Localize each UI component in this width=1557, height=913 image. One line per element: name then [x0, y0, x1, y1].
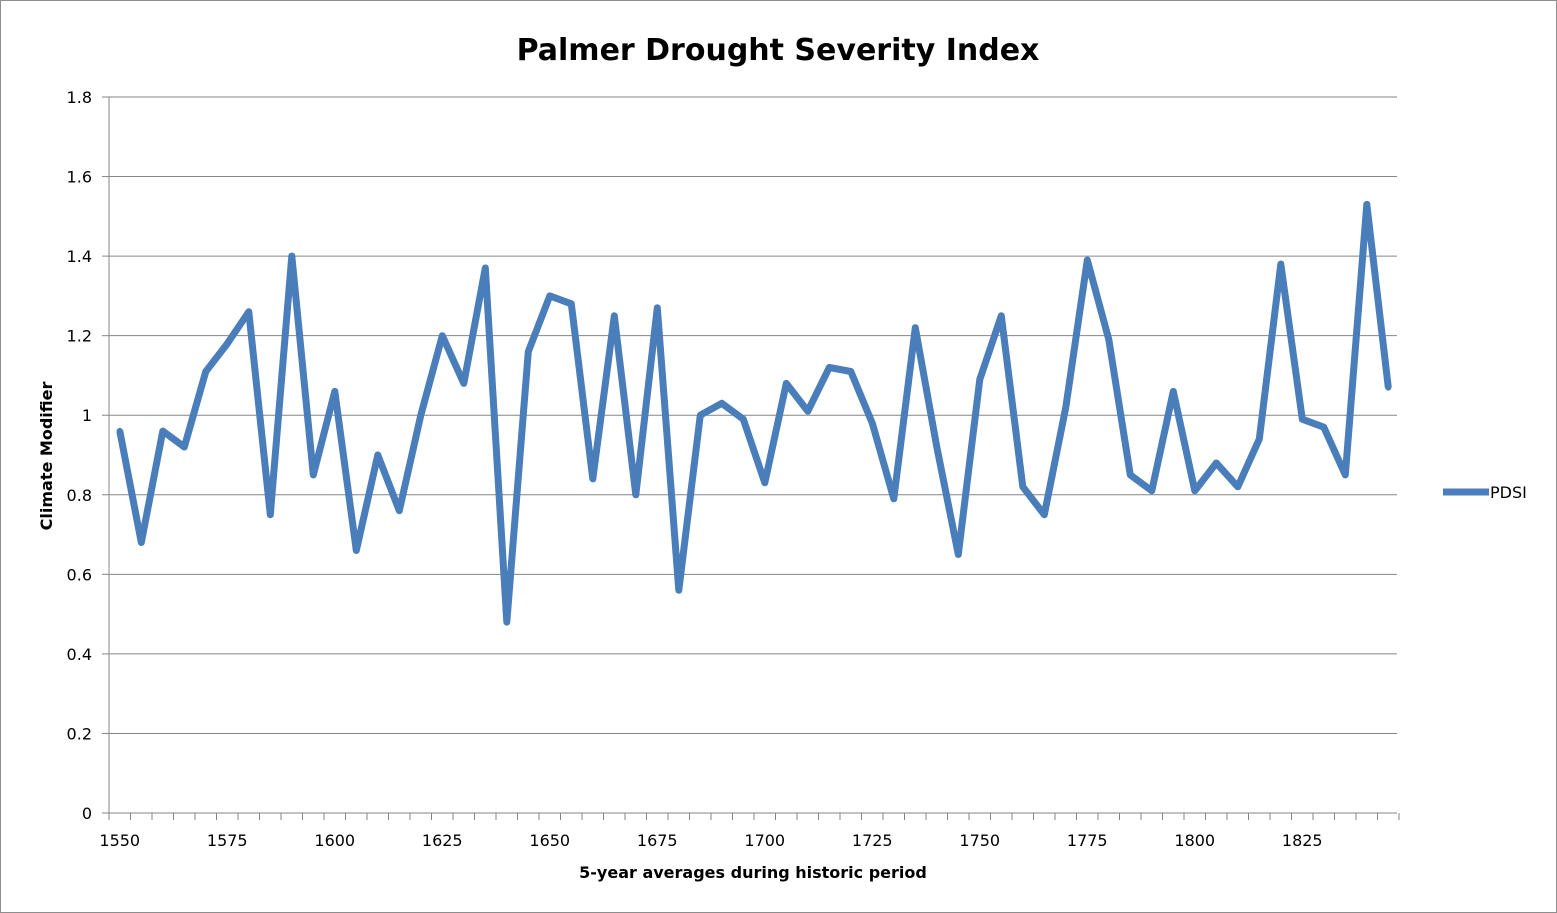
data-point — [1170, 388, 1177, 395]
data-point — [912, 324, 919, 331]
data-point — [1062, 404, 1070, 411]
x-tick-label: 1800 — [1174, 831, 1215, 850]
data-point — [159, 427, 166, 435]
data-point — [998, 312, 1005, 319]
data-point — [933, 443, 940, 451]
data-point — [224, 340, 231, 347]
x-tick-label: 1550 — [99, 831, 140, 850]
data-point — [1084, 256, 1091, 264]
data-point — [976, 376, 983, 383]
y-tick-label: 1.8 — [67, 88, 92, 107]
legend: PDSI — [1443, 483, 1527, 502]
data-point — [439, 332, 446, 339]
y-axis-title: Climate Modifier — [37, 382, 56, 531]
series-line-pdsi — [116, 200, 1392, 626]
data-point — [1213, 459, 1220, 467]
data-point — [1234, 483, 1242, 490]
chart-title: Palmer Drought Severity Index — [517, 33, 1040, 68]
x-tick-label: 1650 — [529, 831, 570, 850]
data-point — [417, 412, 424, 419]
y-tick-label: 0.8 — [67, 486, 92, 505]
data-point — [138, 539, 145, 546]
data-point — [761, 479, 768, 486]
data-point — [697, 412, 704, 419]
y-tick-label: 1 — [82, 406, 92, 425]
data-point — [718, 400, 725, 407]
gridlines — [109, 96, 1397, 734]
x-tick-label: 1750 — [959, 831, 1000, 850]
data-point — [503, 618, 510, 626]
data-point — [245, 308, 252, 315]
series-layer — [116, 200, 1392, 626]
y-tick-label: 1.6 — [67, 168, 92, 187]
data-point — [847, 368, 854, 375]
data-point — [1148, 487, 1156, 494]
data-point — [1320, 424, 1328, 431]
x-tick-labels: 1550 1575 1600 1625 1650 1675 1700 1725 1750 1775… — [99, 831, 1322, 850]
data-point — [890, 495, 897, 502]
x-tick-label: 1725 — [852, 831, 893, 850]
data-point — [740, 416, 747, 423]
y-tick-labels: 0 0.2 0.4 0.6 0.8 1 1.2 1.4 1.6 1.8 — [67, 88, 92, 823]
data-point — [1041, 511, 1048, 518]
data-point — [1363, 201, 1371, 208]
data-point — [783, 380, 790, 387]
x-tick-label: 1600 — [314, 831, 355, 850]
data-point — [374, 451, 381, 459]
data-point — [869, 420, 876, 427]
y-tick-label: 1.4 — [67, 247, 92, 266]
data-point — [460, 380, 467, 387]
data-point — [654, 304, 661, 311]
x-tick-label: 1825 — [1282, 831, 1323, 850]
data-point — [288, 252, 295, 260]
data-point — [611, 312, 618, 319]
data-point — [396, 507, 403, 514]
y-tick-label: 0.2 — [67, 724, 92, 743]
x-axis-title: 5-year averages during historic period — [579, 863, 927, 882]
data-point — [331, 388, 338, 395]
legend-label-pdsi: PDSI — [1490, 483, 1527, 502]
x-tick-label: 1625 — [422, 831, 463, 850]
data-point — [202, 368, 209, 375]
data-point — [675, 587, 682, 594]
data-point — [1019, 483, 1026, 490]
y-tick-label: 0.4 — [67, 645, 92, 664]
x-tick-label: 1575 — [207, 831, 248, 850]
data-point — [546, 292, 553, 300]
data-point — [1256, 435, 1263, 443]
y-tick-label: 0.6 — [67, 565, 92, 584]
data-point — [181, 443, 188, 451]
y-tick-label: 1.2 — [67, 327, 92, 346]
data-point — [1299, 416, 1306, 423]
data-point — [482, 264, 489, 272]
x-tick-label: 1700 — [744, 831, 785, 850]
data-point — [1342, 471, 1349, 479]
data-point — [826, 364, 833, 371]
data-point — [1385, 384, 1392, 391]
data-point — [1277, 260, 1285, 268]
axes — [102, 96, 1400, 820]
data-point — [1127, 471, 1134, 479]
data-point — [267, 511, 274, 518]
x-tick-label: 1775 — [1067, 831, 1108, 850]
data-point — [310, 471, 317, 479]
data-point — [116, 427, 124, 435]
data-point — [804, 408, 811, 415]
data-point — [568, 300, 575, 307]
data-point — [1105, 336, 1113, 343]
data-point — [525, 348, 532, 355]
data-point — [589, 475, 596, 483]
data-point — [353, 547, 360, 554]
data-point — [632, 491, 639, 498]
y-tick-label: 0 — [82, 804, 92, 823]
data-point — [1191, 487, 1199, 494]
data-point — [955, 551, 962, 558]
x-tick-label: 1675 — [637, 831, 678, 850]
